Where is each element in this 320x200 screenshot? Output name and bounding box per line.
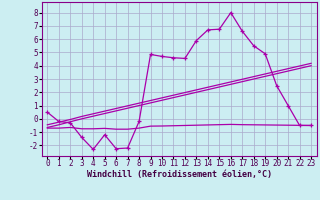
X-axis label: Windchill (Refroidissement éolien,°C): Windchill (Refroidissement éolien,°C)	[87, 170, 272, 179]
